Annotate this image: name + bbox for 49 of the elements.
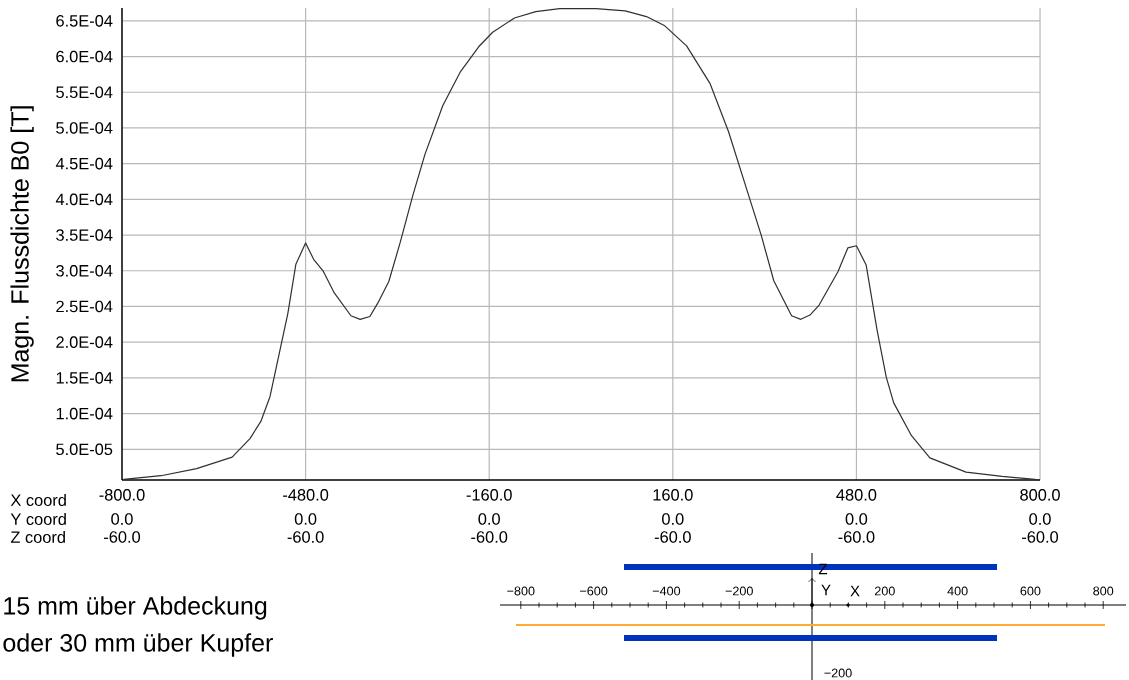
y-tick-label: 5.5E-04 (56, 86, 113, 99)
text: Y (821, 584, 831, 596)
text: −200 (824, 668, 852, 678)
y-tick-label: 5.0E-05 (56, 443, 113, 456)
x-tick-label: -480.0 (283, 489, 329, 501)
line-series (123, 8, 1041, 481)
text: -60.0 (1022, 531, 1059, 543)
x-tick-label: 800.0 (1020, 489, 1060, 501)
text: -60.0 (287, 531, 324, 543)
text: 0.0 (1029, 513, 1051, 525)
y-tick-label: 1.0E-04 (56, 407, 113, 420)
y-tick-label: 3.0E-04 (56, 264, 113, 277)
text: 400 (947, 586, 968, 596)
text: X coord (10, 493, 66, 507)
text: −800 (507, 586, 535, 596)
text: 800 (1093, 586, 1114, 596)
y-tick-label: 1.5E-04 (56, 372, 113, 384)
text: oder 30 mm über Kupfer (3, 633, 273, 657)
y-tick-label: 2.5E-04 (56, 300, 113, 313)
x-tick-label: 480.0 (836, 489, 877, 501)
x-tick-label: -800.0 (99, 489, 145, 501)
text: Y coord (10, 512, 66, 526)
text: Z coord (10, 530, 65, 544)
y-tick-label: 4.0E-04 (55, 193, 113, 206)
text: 0.0 (478, 513, 500, 525)
text: −200 (725, 586, 753, 596)
text: 0.0 (294, 513, 317, 525)
text: −400 (652, 586, 681, 596)
y-tick-label: 5.0E-04 (56, 122, 113, 134)
x-tick-label: 160.0 (653, 489, 693, 501)
text: -60.0 (654, 531, 691, 543)
text: X (850, 585, 860, 597)
text: -60.0 (838, 531, 875, 543)
x-tick-label: -160.0 (466, 489, 512, 501)
y-axis-title: Magn. Flussdichte B0 [T] (10, 106, 34, 382)
text: -60.0 (471, 531, 508, 543)
y-tick-label: 4.5E-04 (55, 157, 113, 170)
y-tick-label: 6.5E-04 (56, 15, 113, 27)
text: 600 (1020, 586, 1041, 596)
y-tick-label: 3.5E-04 (56, 229, 113, 241)
text: 200 (874, 586, 895, 596)
text: -60.0 (104, 531, 141, 543)
text: 0.0 (845, 513, 868, 525)
text: 15 mm über Abdeckung (4, 596, 267, 620)
text: −600 (580, 586, 608, 596)
text: 0.0 (662, 513, 684, 525)
text: 0.0 (111, 513, 133, 525)
y-tick-label: 2.0E-04 (56, 336, 113, 348)
y-tick-label: 6.0E-04 (56, 50, 113, 63)
